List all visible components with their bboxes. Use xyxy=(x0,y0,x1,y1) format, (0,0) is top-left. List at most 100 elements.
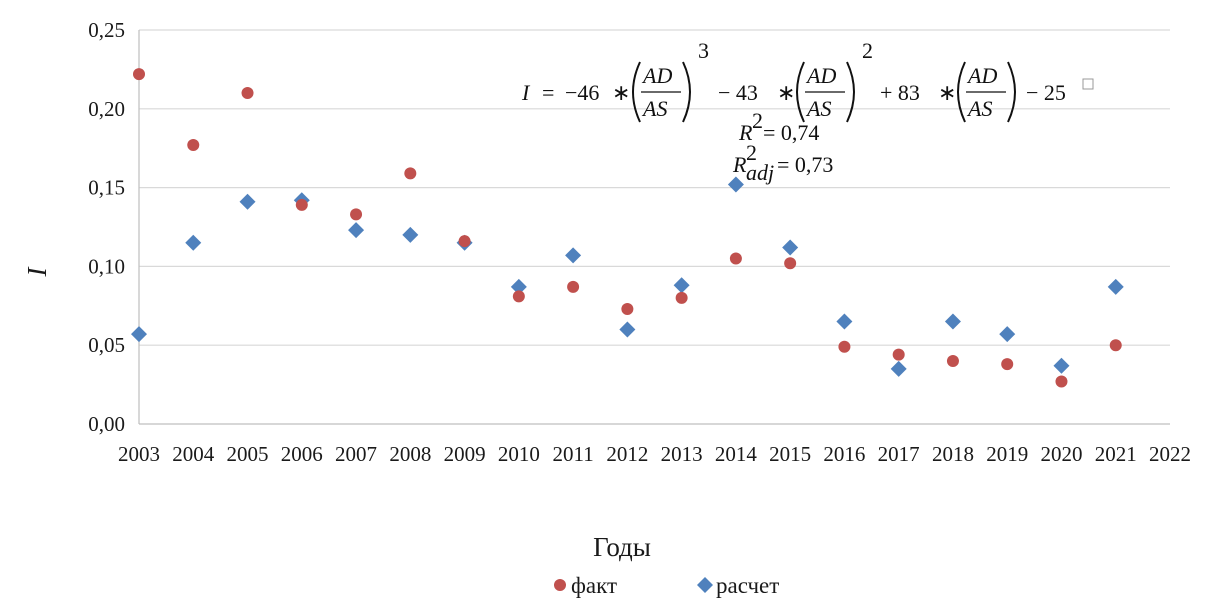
data-point-diamond xyxy=(402,226,419,243)
legend-label: факт xyxy=(571,573,617,598)
x-tick-label: 2004 xyxy=(172,442,215,466)
x-tick-labels: 2003 2004 2005 2006 2007 2008 2009 2010 2011 2012… xyxy=(118,442,1191,466)
equation-text: 2 xyxy=(752,108,763,133)
equation-text: 2 xyxy=(862,38,873,63)
data-point-circle xyxy=(404,167,417,180)
y-tick-label: 0,10 xyxy=(88,254,125,278)
data-point-diamond xyxy=(619,321,636,338)
data-point-diamond xyxy=(782,239,799,256)
data-point-circle xyxy=(784,257,797,270)
equation-text: ∗ xyxy=(777,80,795,105)
equation-text: = 0,73 xyxy=(777,152,833,177)
equation-text: I xyxy=(521,80,531,105)
gridlines xyxy=(139,29,1170,346)
x-tick-label: 2016 xyxy=(823,442,865,466)
equation-parenthesis xyxy=(846,61,855,123)
data-point-circle xyxy=(350,208,363,221)
x-tick-label: 2008 xyxy=(389,442,431,466)
equation-parenthesis xyxy=(1007,61,1016,123)
y-tick-label: 0,25 xyxy=(88,18,125,42)
data-point-circle xyxy=(187,139,200,152)
data-point-circle xyxy=(621,302,634,315)
data-point-diamond xyxy=(890,360,907,377)
data-point-circle xyxy=(1109,339,1122,352)
x-tick-label: 2013 xyxy=(661,442,703,466)
equation-text: R xyxy=(738,120,753,145)
data-point-diamond xyxy=(1107,278,1124,295)
legend-marker-circle xyxy=(554,579,566,591)
x-tick-label: 2003 xyxy=(118,442,160,466)
data-point-diamond xyxy=(944,313,961,330)
data-point-circle xyxy=(946,354,959,367)
equation-text: R xyxy=(732,152,747,177)
x-tick-label: 2005 xyxy=(227,442,269,466)
data-point-circle xyxy=(838,340,851,353)
data-point-diamond xyxy=(131,326,147,343)
y-tick-label: 0,00 xyxy=(88,412,125,436)
y-tick-labels: 0,00 0,05 0,10 0,15 0,20 0,25 xyxy=(88,18,125,436)
legend: факт расчет xyxy=(554,573,779,598)
equation-text: ∗ xyxy=(612,80,630,105)
equation-text: AS xyxy=(966,96,992,121)
y-tick-label: 0,05 xyxy=(88,333,125,357)
equation-text: AS xyxy=(805,96,831,121)
data-point-diamond xyxy=(836,313,853,330)
data-point-diamond xyxy=(348,222,365,239)
x-tick-label: 2020 xyxy=(1040,442,1082,466)
equation-text: = xyxy=(542,80,554,105)
equation-text: −46 xyxy=(565,80,599,105)
x-tick-label: 2015 xyxy=(769,442,811,466)
data-point-circle xyxy=(892,348,905,361)
data-point-diamond xyxy=(673,277,690,294)
equation-text: + 83 xyxy=(880,80,920,105)
equation-text: adj xyxy=(746,160,774,185)
x-tick-label: 2011 xyxy=(552,442,593,466)
data-point-circle xyxy=(729,252,742,265)
axes xyxy=(138,30,1170,425)
x-tick-label: 2012 xyxy=(606,442,648,466)
data-point-diamond xyxy=(239,193,256,210)
data-points xyxy=(131,68,1124,388)
x-tick-label: 2006 xyxy=(281,442,323,466)
data-point-circle xyxy=(133,68,145,81)
x-axis-title: Годы xyxy=(593,532,651,562)
equation-text: AD xyxy=(641,63,672,88)
data-point-circle xyxy=(458,235,471,248)
equation-parenthesis xyxy=(632,61,641,123)
equation-text: AD xyxy=(805,63,836,88)
data-point-diamond xyxy=(510,278,527,295)
x-tick-label: 2019 xyxy=(986,442,1028,466)
x-tick-label: 2017 xyxy=(878,442,920,466)
data-point-diamond xyxy=(565,247,582,264)
y-axis-title: I xyxy=(22,266,52,278)
x-tick-label: 2018 xyxy=(932,442,974,466)
equation-parenthesis xyxy=(796,61,805,123)
y-tick-label: 0,15 xyxy=(88,176,125,200)
data-point-circle xyxy=(675,291,688,304)
equation-text: 2 xyxy=(746,140,757,165)
legend-marker-diamond xyxy=(697,577,713,593)
x-tick-label: 2009 xyxy=(444,442,486,466)
data-point-diamond xyxy=(185,234,202,251)
equation-parenthesis xyxy=(682,61,691,123)
data-point-circle xyxy=(241,87,254,100)
placeholder-box-icon xyxy=(1082,78,1094,90)
data-point-diamond xyxy=(999,326,1016,343)
data-point-diamond xyxy=(1053,357,1070,374)
equation-text: = 0,74 xyxy=(763,120,819,145)
equation-text: 3 xyxy=(698,38,709,63)
data-point-diamond xyxy=(727,176,744,193)
data-point-circle xyxy=(1001,358,1014,371)
equation-text: ∗ xyxy=(938,80,956,105)
equation-text: AD xyxy=(966,63,997,88)
equation-text: AS xyxy=(641,96,667,121)
x-tick-label: 2007 xyxy=(335,442,377,466)
equation-parenthesis xyxy=(957,61,966,123)
x-tick-label: 2010 xyxy=(498,442,540,466)
data-point-circle xyxy=(295,198,308,211)
data-point-circle xyxy=(567,280,580,293)
x-tick-label: 2014 xyxy=(715,442,758,466)
data-point-circle xyxy=(512,290,525,303)
